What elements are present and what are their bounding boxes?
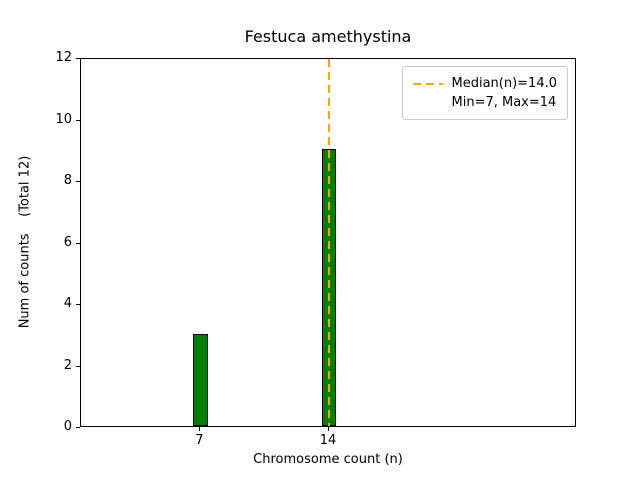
legend-label-median: Median(n)=14.0 xyxy=(451,76,557,91)
y-tick-label: 8 xyxy=(63,173,72,188)
y-tick-mark xyxy=(76,58,80,59)
x-tick-label: 7 xyxy=(195,433,204,448)
legend-label-minmax: Min=7, Max=14 xyxy=(451,95,557,110)
y-tick-label: 4 xyxy=(63,296,72,311)
y-tick-mark xyxy=(76,242,80,244)
y-tick-label: 10 xyxy=(55,111,72,127)
x-tick-mark xyxy=(328,427,329,431)
plot-area: Median(n)=14.0 Min=7, Max=14 xyxy=(80,58,576,427)
legend: Median(n)=14.0 Min=7, Max=14 xyxy=(402,66,568,120)
y-tick-mark xyxy=(76,181,80,182)
median-dashed-line-sample xyxy=(413,82,444,85)
x-tick-mark xyxy=(199,427,201,431)
y-tick-mark xyxy=(76,427,80,428)
median-line xyxy=(328,59,330,426)
legend-entry-median: Median(n)=14.0 xyxy=(413,74,557,93)
y-tick-label: 2 xyxy=(63,357,72,373)
legend-entry-minmax: Min=7, Max=14 xyxy=(413,93,557,112)
y-tick-label: 0 xyxy=(63,419,72,434)
y-tick-mark xyxy=(76,365,80,367)
x-axis-label: Chromosome count (n) xyxy=(253,452,403,467)
y-tick-mark xyxy=(76,119,80,121)
y-tick-label: 12 xyxy=(55,50,72,65)
bar-x7 xyxy=(193,333,208,426)
x-tick-label: 14 xyxy=(319,433,337,448)
y-tick-label: 6 xyxy=(63,234,72,250)
chart-title: Festuca amethystina xyxy=(244,27,412,46)
y-tick-mark xyxy=(76,304,80,305)
